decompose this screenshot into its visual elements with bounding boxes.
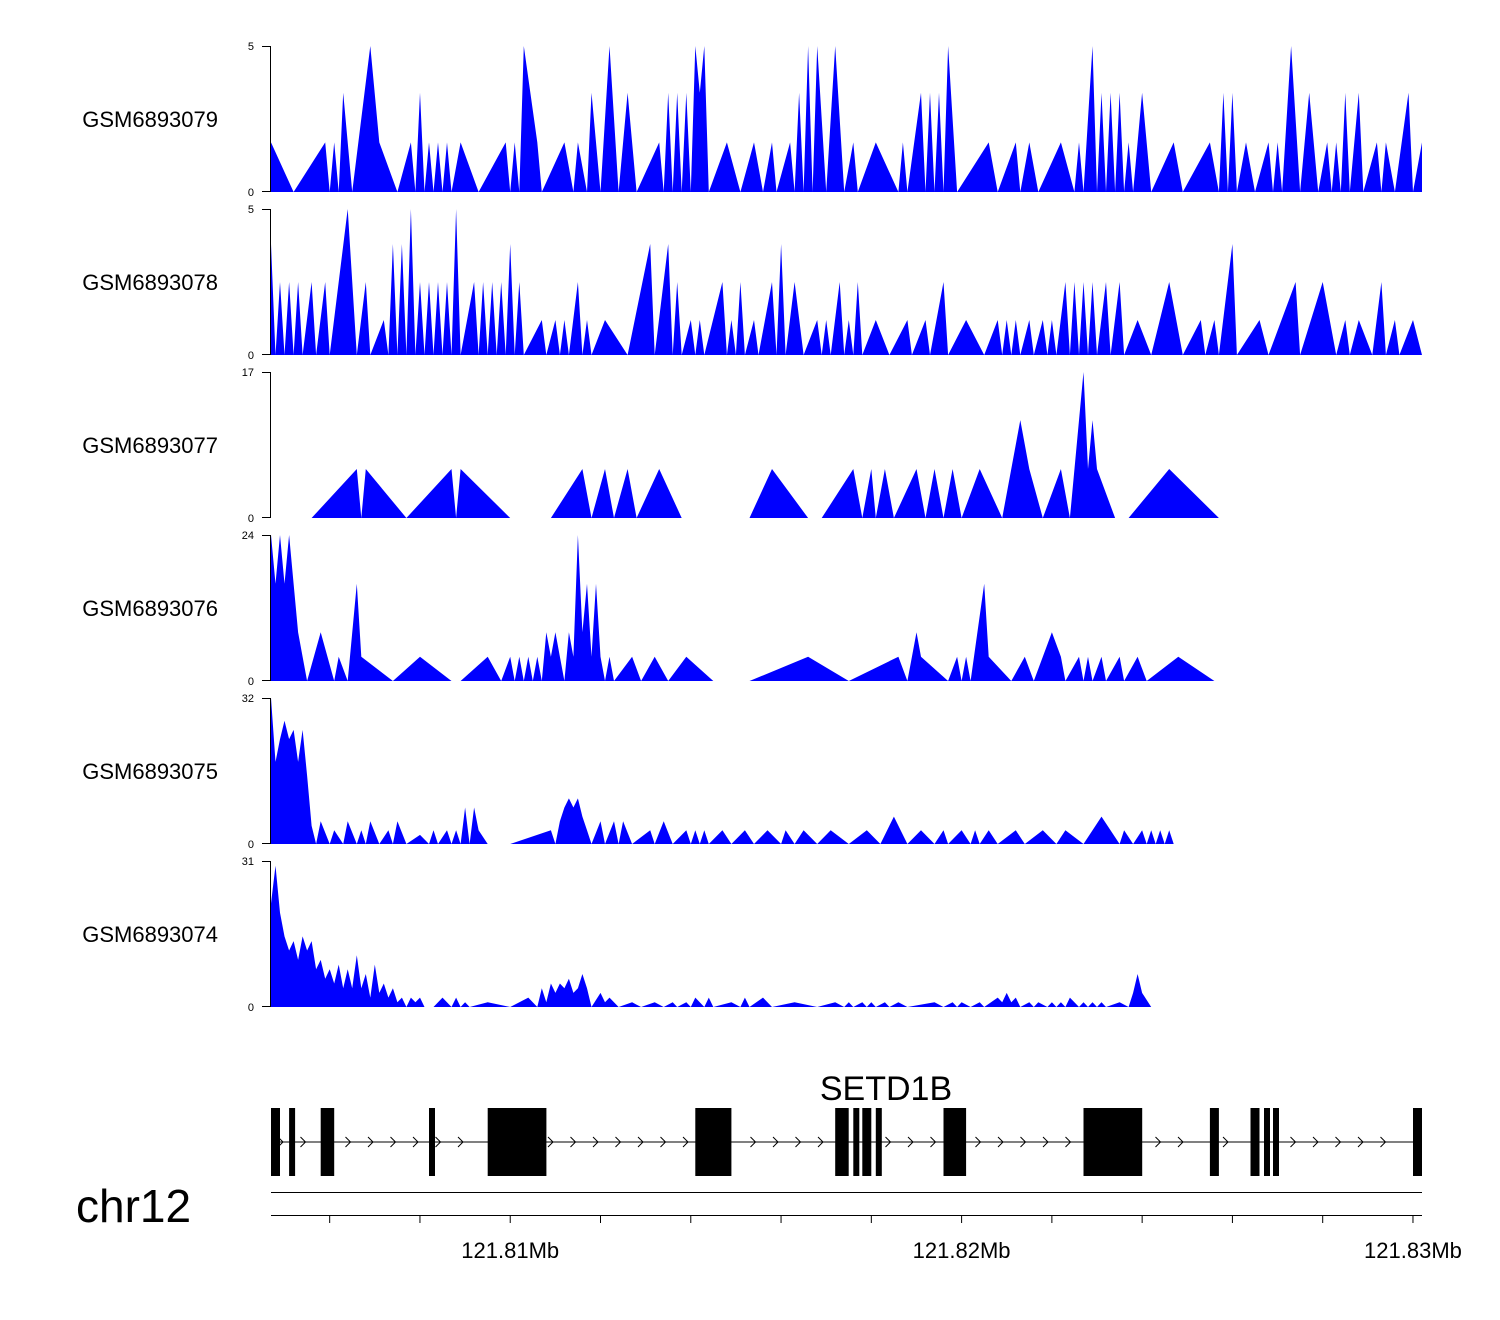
y-axis bbox=[262, 209, 271, 355]
coverage-area bbox=[271, 209, 1422, 355]
strand-arrow bbox=[1222, 1136, 1229, 1148]
y-tick-label-max: 24 bbox=[242, 530, 254, 542]
chromosome-label: chr12 bbox=[76, 1180, 191, 1232]
strand-arrow bbox=[1065, 1136, 1072, 1148]
strand-arrow bbox=[750, 1136, 757, 1148]
track-label: GSM6893077 bbox=[82, 433, 218, 458]
coverage-area bbox=[271, 865, 1152, 1007]
exon bbox=[320, 1108, 335, 1176]
y-tick-label-min: 0 bbox=[248, 350, 254, 362]
track-gsm6893076: GSM6893076 24 0 bbox=[82, 530, 1215, 688]
coverage-area bbox=[311, 372, 1219, 518]
strand-arrow bbox=[345, 1136, 352, 1148]
y-axis bbox=[262, 535, 271, 681]
strand-arrow bbox=[300, 1136, 307, 1148]
gene-label: SETD1B bbox=[820, 1070, 952, 1108]
track-label: GSM6893079 bbox=[82, 107, 218, 132]
exon bbox=[853, 1108, 860, 1176]
coverage-area bbox=[271, 698, 1174, 844]
strand-arrow bbox=[570, 1136, 577, 1148]
strand-arrow bbox=[547, 1136, 554, 1148]
exon bbox=[271, 1108, 280, 1176]
strand-arrows bbox=[277, 1136, 1387, 1148]
axis-tick-label: 121.81Mb bbox=[461, 1238, 559, 1263]
strand-arrow bbox=[1155, 1136, 1162, 1148]
exon bbox=[1250, 1108, 1260, 1176]
exon bbox=[429, 1108, 435, 1176]
y-tick-label-min: 0 bbox=[248, 839, 254, 851]
y-axis bbox=[262, 861, 271, 1007]
strand-arrow bbox=[412, 1136, 419, 1148]
strand-arrow bbox=[1380, 1136, 1387, 1148]
y-tick-label-max: 32 bbox=[242, 693, 254, 705]
exon bbox=[875, 1108, 882, 1176]
coverage-area bbox=[271, 46, 1422, 192]
exon bbox=[487, 1108, 547, 1176]
y-tick-label-max: 17 bbox=[242, 367, 254, 379]
strand-arrow bbox=[390, 1136, 397, 1148]
strand-arrow bbox=[592, 1136, 599, 1148]
track-label: GSM6893075 bbox=[82, 759, 218, 784]
strand-arrow bbox=[885, 1136, 892, 1148]
axis-tick-label: 121.82Mb bbox=[913, 1238, 1011, 1263]
exon bbox=[1273, 1108, 1279, 1176]
strand-arrow bbox=[1335, 1136, 1342, 1148]
y-axis bbox=[262, 698, 271, 844]
strand-arrow bbox=[435, 1136, 442, 1148]
strand-arrow bbox=[975, 1136, 982, 1148]
exon bbox=[835, 1108, 849, 1176]
strand-arrow bbox=[615, 1136, 622, 1148]
y-axis bbox=[262, 372, 271, 518]
coverage-area bbox=[271, 535, 1215, 681]
strand-arrow bbox=[1312, 1136, 1319, 1148]
exon bbox=[943, 1108, 967, 1176]
genome-axis: chr12 121.81Mb 121.82Mb 121.83Mb bbox=[76, 1180, 1462, 1263]
track-gsm6893079: GSM6893079 5 0 bbox=[82, 41, 1422, 199]
y-tick-label-max: 5 bbox=[248, 204, 254, 216]
y-tick-label-min: 0 bbox=[248, 187, 254, 199]
strand-arrow bbox=[997, 1136, 1004, 1148]
strand-arrow bbox=[660, 1136, 667, 1148]
strand-arrow bbox=[1020, 1136, 1027, 1148]
strand-arrow bbox=[795, 1136, 802, 1148]
strand-arrow bbox=[1042, 1136, 1049, 1148]
strand-arrow bbox=[817, 1136, 824, 1148]
strand-arrow bbox=[637, 1136, 644, 1148]
coverage-tracks: GSM689307950GSM689307850GSM6893077170GSM… bbox=[82, 41, 1422, 1014]
exon bbox=[289, 1108, 296, 1176]
y-tick-label-max: 31 bbox=[242, 856, 254, 868]
strand-arrow bbox=[1357, 1136, 1364, 1148]
track-label: GSM6893078 bbox=[82, 270, 218, 295]
strand-arrow bbox=[1177, 1136, 1184, 1148]
exon bbox=[1264, 1108, 1270, 1176]
y-axis bbox=[262, 46, 271, 192]
exon bbox=[1083, 1108, 1143, 1176]
y-tick-label-max: 5 bbox=[248, 41, 254, 53]
strand-arrow bbox=[682, 1136, 689, 1148]
exon bbox=[695, 1108, 732, 1176]
strand-arrow bbox=[367, 1136, 374, 1148]
strand-arrow bbox=[457, 1136, 464, 1148]
y-tick-label-min: 0 bbox=[248, 513, 254, 525]
track-label: GSM6893076 bbox=[82, 596, 218, 621]
exon bbox=[862, 1108, 872, 1176]
track-gsm6893077: GSM6893077 17 0 bbox=[82, 367, 1219, 525]
strand-arrow bbox=[930, 1136, 937, 1148]
exon bbox=[1413, 1108, 1422, 1176]
axis-tick-label: 121.83Mb bbox=[1364, 1238, 1462, 1263]
strand-arrow bbox=[1290, 1136, 1297, 1148]
track-gsm6893074: GSM6893074 31 0 bbox=[82, 856, 1152, 1014]
track-gsm6893075: GSM6893075 32 0 bbox=[82, 693, 1174, 851]
exon bbox=[1209, 1108, 1219, 1176]
y-tick-label-min: 0 bbox=[248, 1002, 254, 1014]
strand-arrow bbox=[772, 1136, 779, 1148]
track-label: GSM6893074 bbox=[82, 922, 218, 947]
strand-arrow bbox=[907, 1136, 914, 1148]
gene-model-track: SETD1B bbox=[271, 1070, 1422, 1176]
y-tick-label-min: 0 bbox=[248, 676, 254, 688]
track-gsm6893078: GSM6893078 5 0 bbox=[82, 204, 1422, 362]
